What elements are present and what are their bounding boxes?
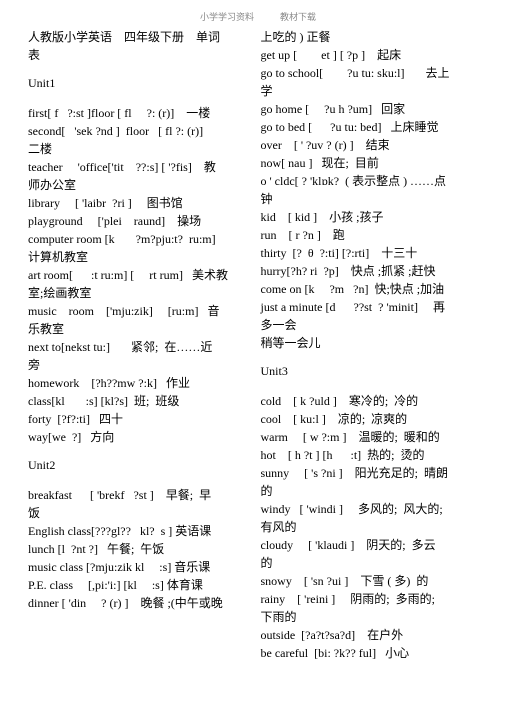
vocab-line: computer room [k ?m?pju:t? ru:m] [28,230,245,248]
vocab-line: lunch [l ?nt ?] 午餐; 午饭 [28,540,245,558]
vocab-line: now[ nau ] 现在; 目前 [261,154,478,172]
vocab-line: breakfast [ 'brekf ?st ] 早餐; 早 [28,486,245,504]
vocab-line: just a minute [d ??st ? 'minit] 再 [261,298,478,316]
vocab-line: 有风的 [261,518,478,536]
vocab-line: go to bed [ ?u tu: bed] 上床睡觉 [261,118,478,136]
vocab-line: snowy [ 'sn ?ui ] 下雪 ( 多) 的 [261,572,478,590]
doc-title-line2: 表 [28,46,245,64]
vocab-line: hot [ h ?t ] [h :t] 热的; 烫的 [261,446,478,464]
vocab-line: second[ 'sek ?nd ] floor [ fl ?: (r)] [28,122,245,140]
header-meta-2: 教材下载 [280,10,316,23]
unit3-heading: Unit3 [261,362,478,380]
vocab-line: warm [ w ?:m ] 温暖的; 暖和的 [261,428,478,446]
unit1-heading: Unit1 [28,74,245,92]
vocab-line: outside [?a?t?sa?d] 在户外 [261,626,478,644]
vocab-line: 饭 [28,504,245,522]
vocab-line: over [ ' ?uv ? (r) ] 结束 [261,136,478,154]
vocab-line: cold [ k ?uld ] 寒冷的; 冷的 [261,392,478,410]
vocab-line: 旁 [28,356,245,374]
vocab-line: 二楼 [28,140,245,158]
vocab-line: kid [ kid ] 小孩 ;孩子 [261,208,478,226]
vocab-line: next to[nekst tu:] 紧邻; 在……近 [28,338,245,356]
vocab-line: first[ f ?:st ]floor [ fl ?: (r)] 一楼 [28,104,245,122]
vocab-line: 师办公室 [28,176,245,194]
left-column: 人教版小学英语 四年级下册 单词 表 Unit1 first[ f ?:st ]… [28,28,253,662]
right-column: 上吃的 ) 正餐 get up [ et ] [ ?p ] 起床 go to s… [253,28,478,662]
vocab-line: forty [?f?:ti] 四十 [28,410,245,428]
vocab-line: rainy [ 'reini ] 阴雨的; 多雨的; [261,590,478,608]
vocab-line: music class [?mju:zik kl :s] 音乐课 [28,558,245,576]
vocab-line: music room ['mju:zik] [ru:m] 音 [28,302,245,320]
vocab-line: sunny [ 's ?ni ] 阳光充足的; 晴朗 [261,464,478,482]
vocab-line: 室;绘画教室 [28,284,245,302]
vocab-line: 的 [261,554,478,572]
vocab-line: 下雨的 [261,608,478,626]
vocab-line: 学 [261,82,478,100]
unit2-heading: Unit2 [28,456,245,474]
vocab-line: 钟 [261,190,478,208]
vocab-line: be careful [bi: ?k?? ful] 小心 [261,644,478,662]
vocab-line: cool [ ku:l ] 凉的; 凉爽的 [261,410,478,428]
vocab-line: 稍等一会儿 [261,334,478,352]
vocab-line: go to school[ ?u tu: sku:l] 去上 [261,64,478,82]
vocab-line: 乐教室 [28,320,245,338]
vocab-line: o ' cldc[ ? 'klɒk? ( 表示整点 ) ……点 [261,172,478,190]
vocab-line: art room[ :t ru:m] [ rt rum] 美术教 [28,266,245,284]
vocab-line: class[kl :s] [kl?s] 班; 班级 [28,392,245,410]
vocab-line: way[we ?] 方向 [28,428,245,446]
header-meta-1: 小学学习资料 [200,10,254,23]
vocab-line: cloudy [ 'klaudi ] 阴天的; 多云 [261,536,478,554]
vocab-line: get up [ et ] [ ?p ] 起床 [261,46,478,64]
vocab-line: homework [?h??mw ?:k] 作业 [28,374,245,392]
vocab-line: run [ r ?n ] 跑 [261,226,478,244]
vocab-line: library [ 'laibr ?ri ] 图书馆 [28,194,245,212]
vocab-line: come on [k ?m ?n] 快;快点 ;加油 [261,280,478,298]
vocab-line: windy [ 'windi ] 多风的; 风大的; [261,500,478,518]
vocab-line: thirty [? θ ?:ti] [?:rti] ⼗三十 [261,244,478,262]
vocab-line: 多一会 [261,316,478,334]
doc-title-line1: 人教版小学英语 四年级下册 单词 [28,28,245,46]
vocab-line: 计算机教室 [28,248,245,266]
vocab-line: 的 [261,482,478,500]
vocab-line: dinner [ 'din ? (r) ] 晚餐 ;(中午或晚 [28,594,245,612]
vocab-line: P.E. class [,pi:'i:] [kl :s] 体育课 [28,576,245,594]
vocab-line: 上吃的 ) 正餐 [261,28,478,46]
vocab-line: teacher 'office['tit ??:s] [ '?fis] 教 [28,158,245,176]
vocab-line: English class[???gl?? kl? s ] 英语课 [28,522,245,540]
page: 小学学习资料 教材下载 人教版小学英语 四年级下册 单词 表 Unit1 fir… [0,0,505,714]
content-columns: 人教版小学英语 四年级下册 单词 表 Unit1 first[ f ?:st ]… [28,28,477,662]
vocab-line: playground ['plei raund] 操场 [28,212,245,230]
vocab-line: go home [ ?u h ?um] 回家 [261,100,478,118]
vocab-line: hurry[?h? ri ?p] 快点 ;抓紧 ;赶快 [261,262,478,280]
